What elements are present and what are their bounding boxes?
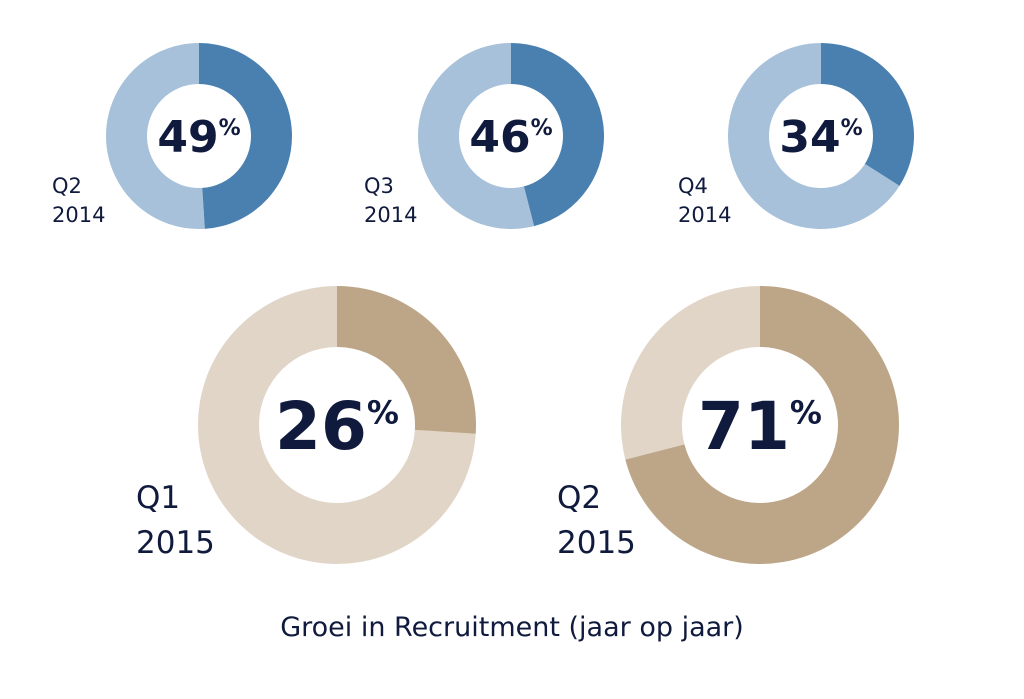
- donut-remainder-slice-4: [197, 286, 476, 565]
- year-label-2: 2014: [364, 203, 417, 227]
- quarter-label-5: Q2: [557, 480, 601, 516]
- year-label-4: 2015: [136, 525, 215, 561]
- donut-value-slice-4: [337, 286, 476, 434]
- year-label-5: 2015: [557, 525, 636, 561]
- value-label-3: 34%: [779, 112, 862, 163]
- quarter-label-3: Q4: [678, 174, 708, 198]
- donut-value-slice-1: [199, 43, 292, 229]
- year-label-3: 2014: [678, 203, 731, 227]
- value-label-4: 26%: [275, 388, 399, 465]
- donut-remainder-slice-5: [621, 286, 760, 460]
- donut-remainder-slice-1: [105, 43, 205, 230]
- quarter-label-4: Q1: [136, 480, 180, 516]
- donut-value-slice-5: [625, 286, 900, 565]
- value-label-2: 46%: [469, 112, 552, 163]
- quarter-label-2: Q3: [364, 174, 394, 198]
- donut-value-slice-3: [821, 43, 914, 186]
- value-label-5: 71%: [698, 388, 822, 465]
- donut-remainder-slice-3: [728, 43, 900, 229]
- quarter-label-1: Q2: [52, 174, 82, 198]
- year-label-1: 2014: [52, 203, 105, 227]
- value-label-1: 49%: [157, 112, 240, 163]
- donut-remainder-slice-2: [418, 43, 535, 229]
- donut-value-slice-2: [511, 43, 604, 227]
- chart-title: Groei in Recruitment (jaar op jaar): [280, 612, 744, 643]
